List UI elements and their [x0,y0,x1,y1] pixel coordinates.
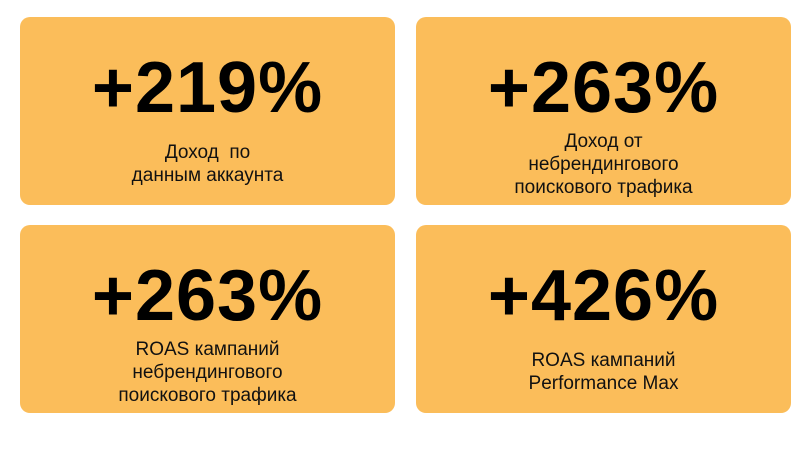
stat-label: Доход от небрендингового поискового трафик… [514,129,692,199]
stat-card: +219% Доход по данным аккаунта [20,17,395,205]
stat-card: +426% ROAS кампаний Performance Max [416,225,791,413]
stat-label: ROAS кампаний небрендингового поискового т… [118,337,296,407]
stat-value: +426% [487,256,720,336]
stat-card: +263% Доход от небрендингового поискового т… [416,17,791,205]
stat-label-line: поискового трафика [118,384,297,406]
stat-label: ROAS кампаний Performance Max [529,337,679,407]
stat-label-line: Доход от [564,130,643,152]
stat-label-line: поискового трафика [514,176,693,198]
stat-label-line: Performance Max [528,373,679,394]
stat-label-line: данным аккаунта [131,165,284,186]
stat-label-line: небрендингового [528,153,679,175]
stat-label-line: небрендингового [132,361,283,383]
stat-value: +219% [91,48,324,128]
stat-label-line: ROAS кампаний [135,338,280,360]
stat-label-line: Доход по [164,142,251,163]
stat-value: +263% [91,256,324,336]
stat-label-line: ROAS кампаний [531,350,676,371]
stat-value: +263% [487,48,720,128]
stat-card: +263% ROAS кампаний небрендингового поисков… [20,225,395,413]
stat-label: Доход по данным аккаунта [132,129,284,199]
